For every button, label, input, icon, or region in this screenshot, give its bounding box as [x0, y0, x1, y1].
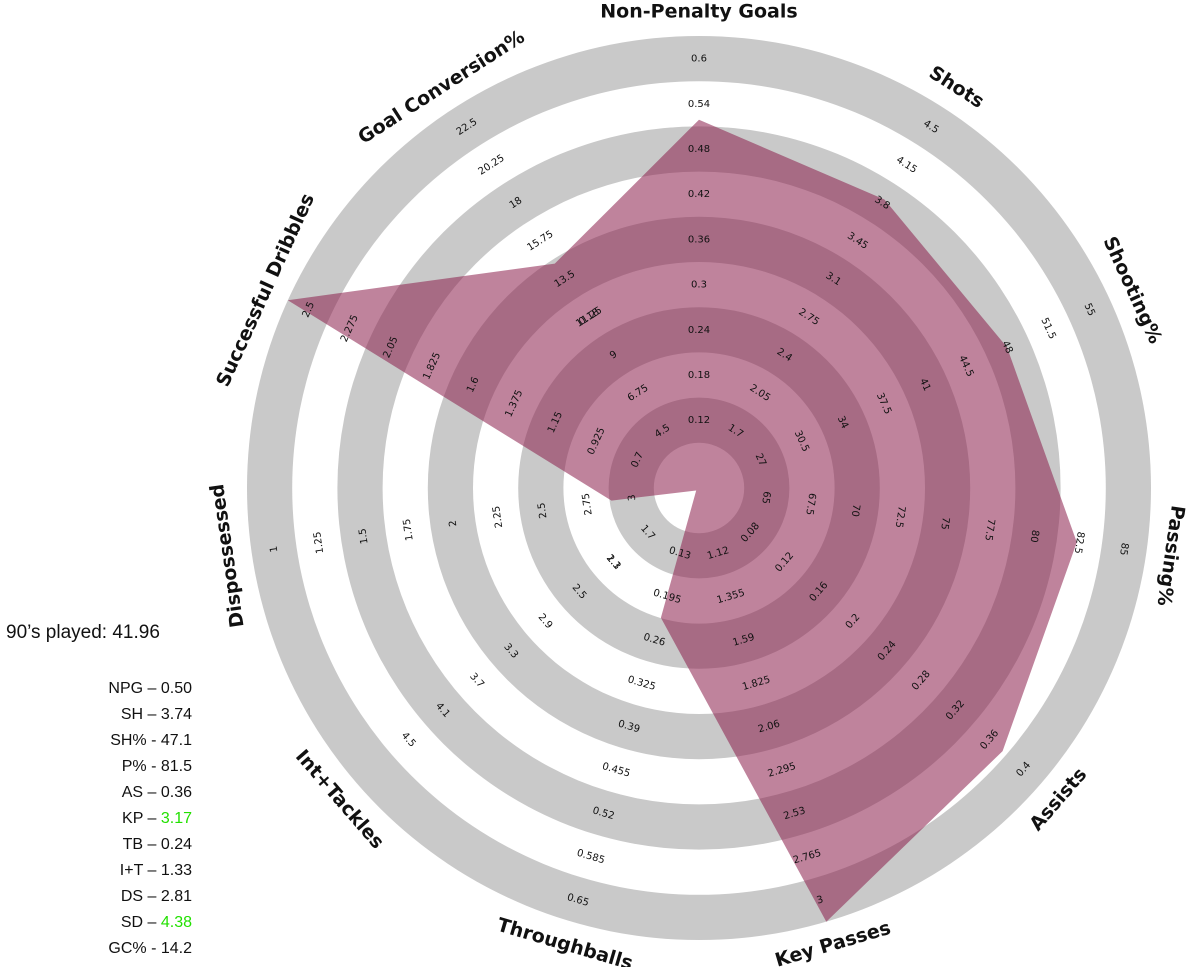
- stat-line: SD – 4.38: [121, 914, 192, 932]
- stat-value: 0.24: [160, 836, 192, 853]
- stat-label: P% -: [121, 758, 161, 775]
- tick-label-8-4: 2: [447, 519, 459, 527]
- tick-label-0-8: 0.6: [691, 54, 707, 65]
- stat-line: P% - 81.5: [122, 758, 192, 776]
- stat-line: GC% - 14.2: [108, 940, 192, 958]
- tick-label-3-0: 65: [759, 490, 772, 504]
- tick-label-3-7: 82.5: [1072, 531, 1086, 555]
- stat-value: 4.38: [160, 914, 192, 931]
- axis-title-8: Dispossessed: [206, 483, 248, 630]
- tick-label-2-8: 55: [1081, 302, 1096, 318]
- tick-label-0-2: 0.24: [688, 325, 710, 336]
- stat-line: AS – 0.36: [122, 784, 192, 802]
- stat-label: SH% -: [110, 732, 161, 749]
- tick-label-0-4: 0.36: [688, 234, 710, 245]
- stat-line: I+T – 1.33: [120, 862, 192, 880]
- stat-label: NPG –: [108, 680, 161, 697]
- tick-label-3-2: 70: [849, 503, 862, 517]
- stat-line: NPG – 0.50: [108, 680, 192, 698]
- axis-title-0: Non-Penalty Goals: [600, 1, 797, 23]
- tick-label-8-2: 2.5: [536, 502, 549, 519]
- tick-label-0-1: 0.18: [688, 370, 710, 381]
- tick-label-0-5: 0.42: [688, 189, 710, 200]
- stat-label: I+T –: [119, 862, 161, 879]
- stat-line: KP – 3.17: [122, 810, 192, 828]
- stats-panel: 90’s played: 41.96 NPG – 0.50 SH – 3.74 SH…: [0, 620, 206, 967]
- tick-label-2-2: 34: [835, 414, 850, 430]
- stat-value: 47.1: [160, 732, 192, 749]
- stat-line: TB – 0.24: [123, 836, 192, 854]
- tick-label-2-6: 48: [999, 339, 1014, 355]
- tick-label-0-6: 0.48: [688, 144, 710, 155]
- stat-label: SH –: [120, 706, 161, 723]
- tick-label-0-3: 0.3: [691, 280, 707, 291]
- stat-value: 14.2: [160, 940, 192, 957]
- stat-line: SH% - 47.1: [110, 732, 192, 750]
- stat-label: KP –: [122, 810, 161, 827]
- tick-label-8-6: 1.5: [357, 527, 370, 544]
- stat-value: 0.36: [160, 784, 192, 801]
- stat-line: SH – 3.74: [121, 706, 192, 724]
- tick-label-3-3: 72.5: [893, 505, 907, 529]
- tick-label-2-0: 27: [753, 452, 768, 468]
- tick-label-3-5: 77.5: [982, 518, 996, 542]
- tick-label-8-0: 3: [626, 494, 638, 502]
- stat-value: 3.74: [160, 706, 192, 723]
- stat-value: 81.5: [160, 758, 192, 775]
- stat-label: GC% -: [108, 940, 161, 957]
- tick-label-3-1: 67.5: [803, 492, 817, 516]
- tick-label-8-5: 1.75: [402, 518, 416, 542]
- radar-area: [287, 119, 1077, 922]
- stat-label: AS –: [121, 784, 161, 801]
- stat-label: TB –: [122, 836, 161, 853]
- tick-label-5-8: 3: [816, 894, 825, 906]
- tick-label-0-7: 0.54: [688, 99, 710, 110]
- tick-label-3-8: 85: [1117, 542, 1130, 556]
- tick-label-3-4: 75: [938, 516, 951, 530]
- tick-label-2-4: 41: [917, 377, 932, 393]
- played-count: 90’s played: 41.96: [6, 622, 160, 643]
- stat-line: DS – 2.81: [121, 888, 192, 906]
- stat-label: DS –: [120, 888, 161, 905]
- stat-value: 1.33: [160, 862, 192, 879]
- data-polygon: [287, 119, 1077, 922]
- tick-label-10-2: 9: [608, 349, 619, 362]
- stat-value: 2.81: [160, 888, 192, 905]
- stat-label: SD –: [120, 914, 161, 931]
- tick-label-8-7: 1.25: [312, 531, 326, 555]
- stat-value: 3.17: [160, 810, 192, 827]
- tick-label-8-1: 2.75: [581, 492, 595, 516]
- stat-value: 0.50: [160, 680, 192, 697]
- tick-label-8-3: 2.25: [491, 505, 505, 529]
- tick-label-3-6: 80: [1028, 529, 1041, 543]
- tick-label-8-8: 1: [269, 545, 281, 553]
- tick-label-0-0: 0.12: [688, 415, 710, 426]
- axis-title-3: Passing%: [1153, 504, 1189, 608]
